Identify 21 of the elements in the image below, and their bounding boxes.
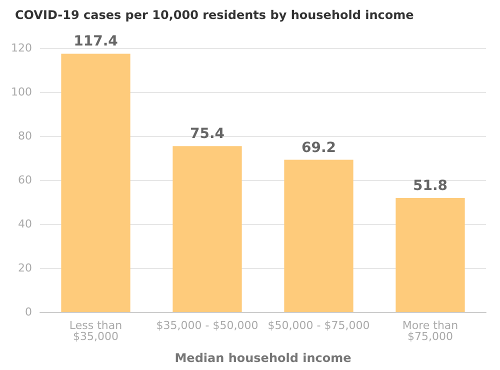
x-axis-title: Median household income <box>174 351 352 365</box>
x-tick-label: More than $75,000 <box>402 319 458 343</box>
y-tick-label: 100 <box>11 86 32 98</box>
y-tick-label: 60 <box>18 174 32 186</box>
bar <box>396 198 465 312</box>
data-label: 69.2 <box>301 140 336 156</box>
bar <box>61 54 130 312</box>
x-tick-label: $35,000 - $50,000 <box>156 319 258 332</box>
y-tick-label: 20 <box>18 262 32 274</box>
bar <box>172 146 242 312</box>
y-tick-label: 120 <box>11 42 32 54</box>
x-tick-label: Less than $35,000 <box>69 319 122 343</box>
data-label: 51.8 <box>412 178 448 194</box>
x-tick-label: $50,000 - $75,000 <box>268 319 370 332</box>
y-tick-label: 0 <box>25 306 32 318</box>
data-label: 117.4 <box>74 34 118 50</box>
chart-title: COVID-19 cases per 10,000 residents by household income <box>15 8 414 22</box>
data-label: 75.4 <box>190 126 225 142</box>
bar <box>284 160 354 312</box>
y-tick-label: 80 <box>18 130 32 142</box>
y-tick-label: 40 <box>18 218 32 230</box>
